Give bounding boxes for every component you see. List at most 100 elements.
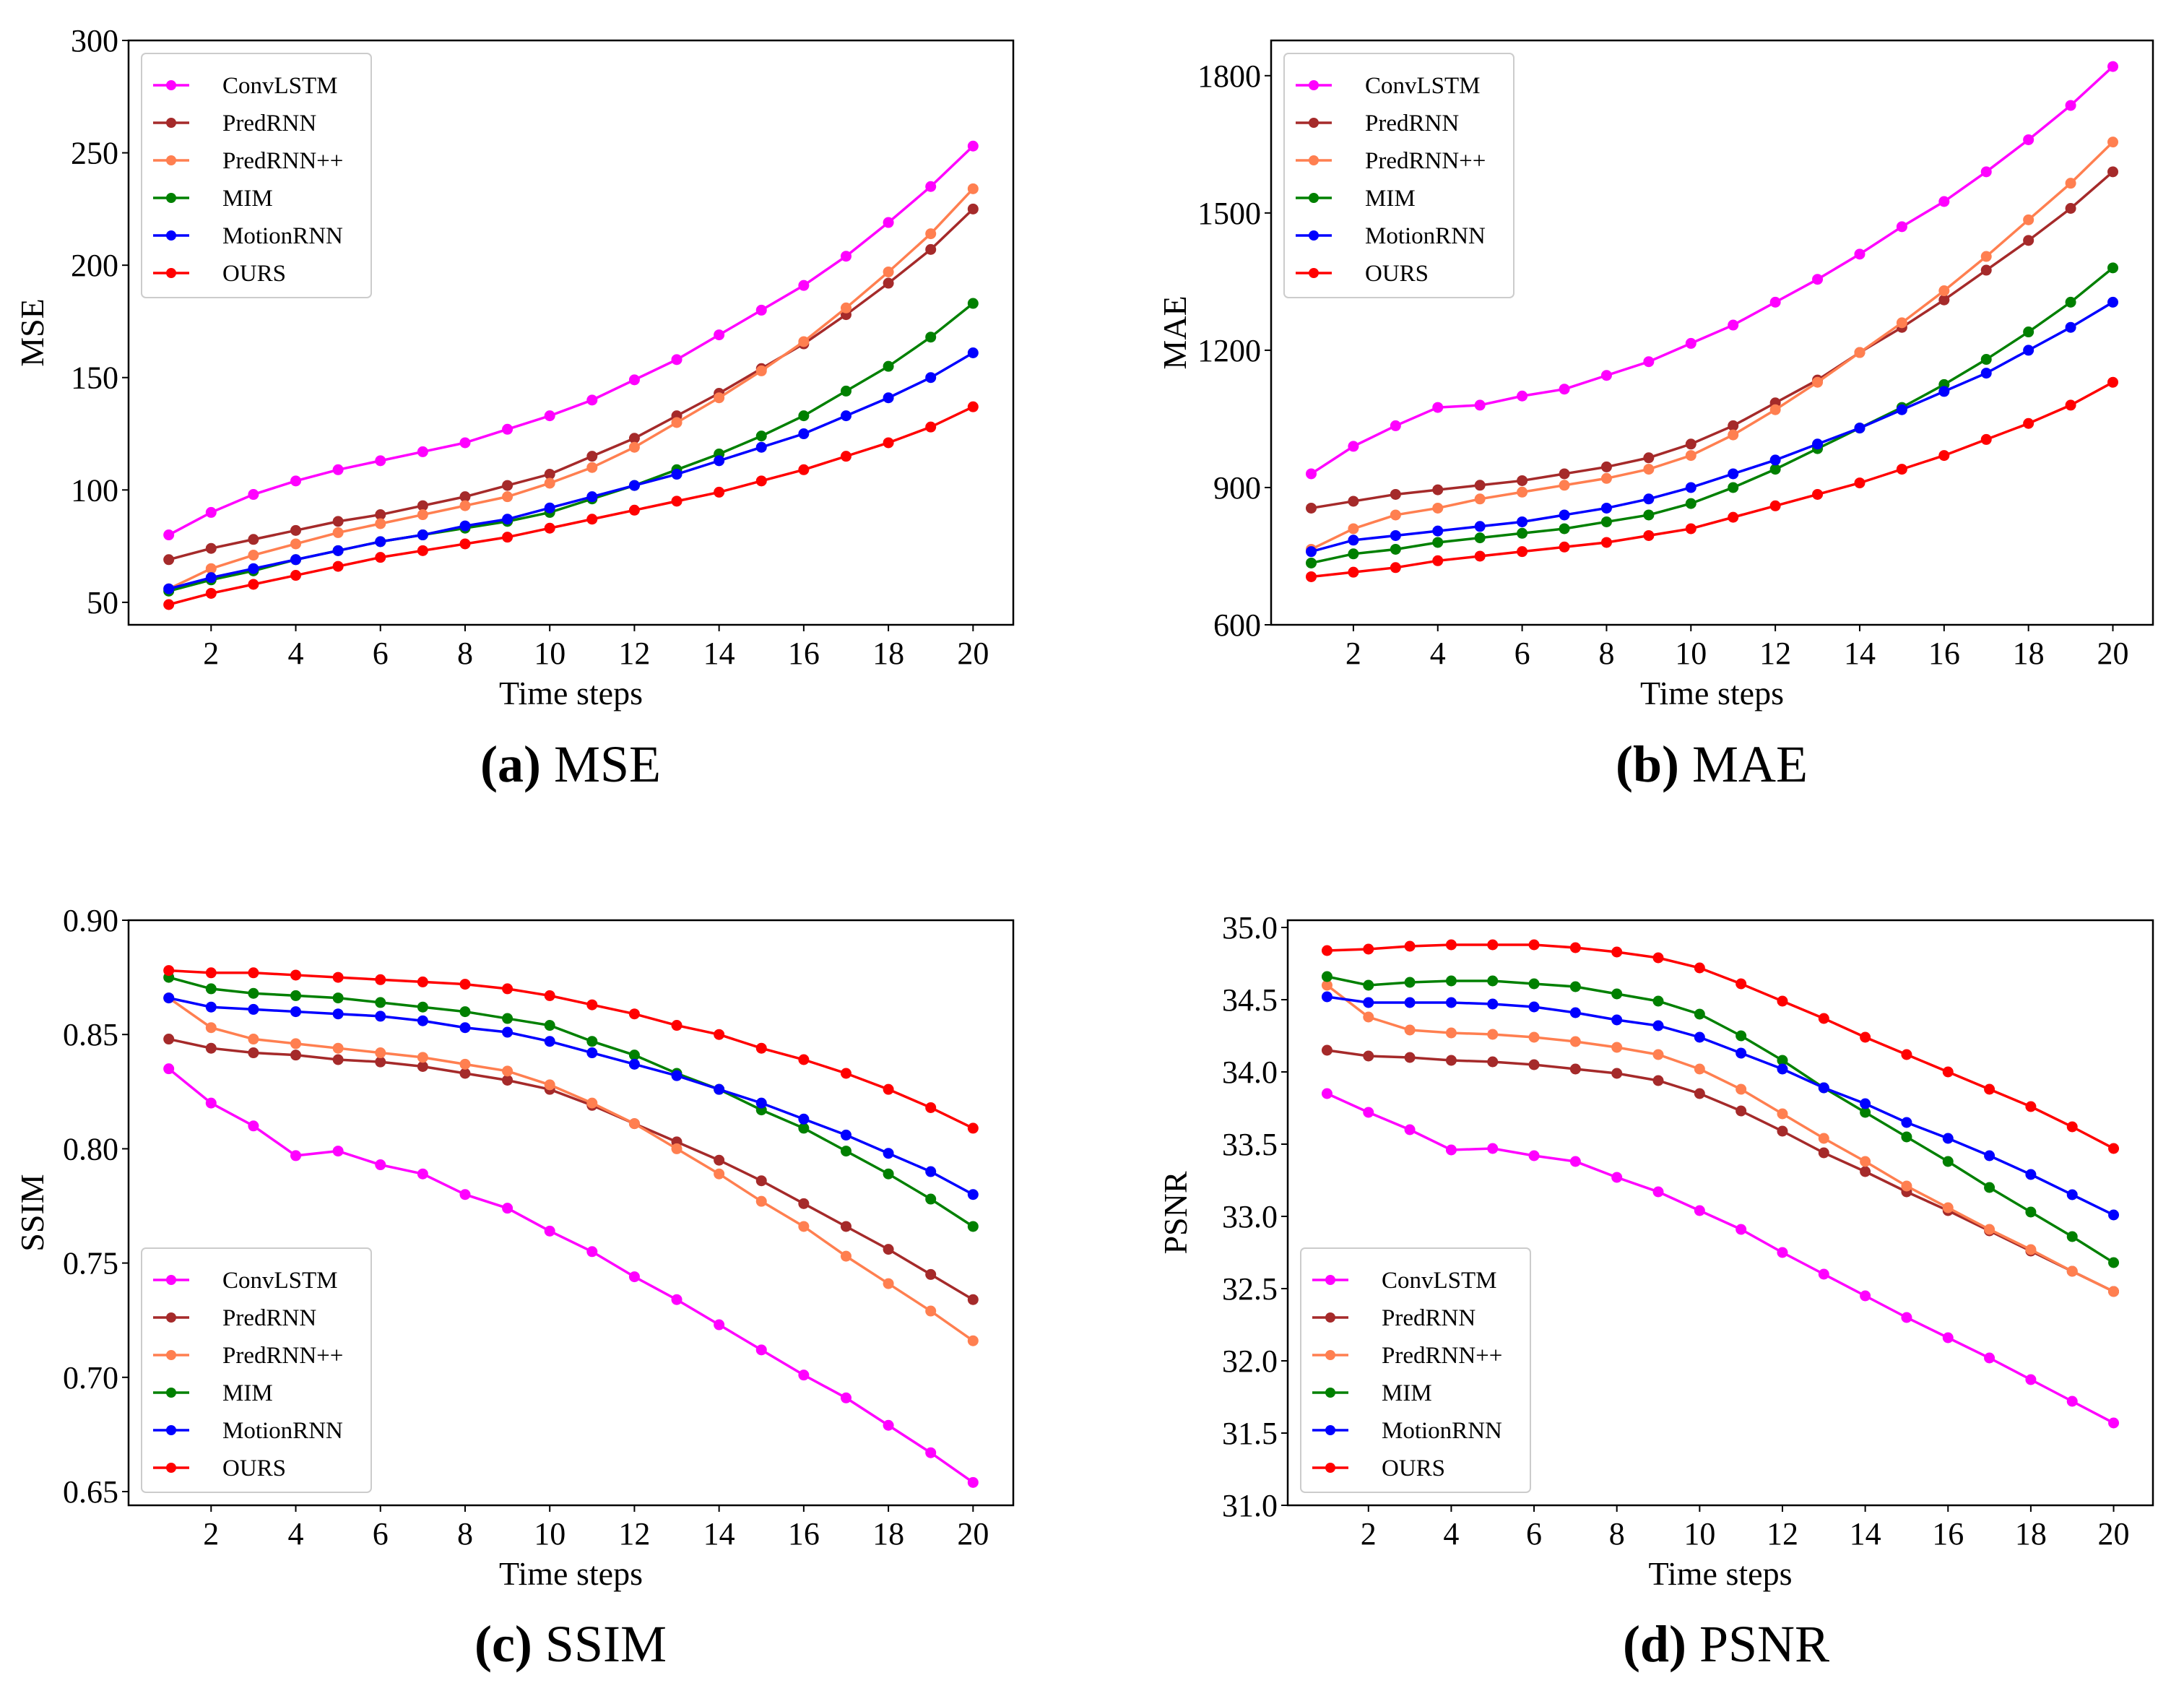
data-point	[883, 1168, 894, 1180]
data-point	[2108, 1209, 2120, 1221]
caption-space	[1686, 1615, 1699, 1673]
legend: ConvLSTM PredRNN PredRNN++ MIM MotionRNN OURS	[141, 53, 372, 298]
data-point	[1600, 472, 1612, 484]
data-point	[163, 1034, 175, 1045]
x-tick-label: 18	[2015, 1516, 2047, 1552]
data-point	[1559, 523, 1570, 535]
data-point	[628, 1058, 640, 1070]
data-point	[2065, 203, 2076, 215]
data-point	[544, 522, 555, 534]
data-point	[332, 1042, 344, 1054]
data-point	[1901, 1180, 1912, 1192]
data-point	[1652, 1186, 1664, 1198]
data-point	[2065, 100, 2076, 111]
chart-mae: 2 4 6 8 10 12 14 16 18 20 600 900 1200 1500 1800 Time s…	[1156, 39, 2154, 793]
data-point	[375, 1056, 386, 1068]
data-point	[417, 1061, 428, 1072]
data-point	[544, 1225, 555, 1237]
data-point	[586, 1246, 598, 1258]
data-point	[375, 997, 386, 1008]
x-tick-label: 6	[373, 1516, 389, 1552]
data-point	[163, 529, 175, 541]
x-tick-label: 16	[788, 636, 820, 671]
data-point	[2107, 376, 2118, 388]
data-point	[205, 572, 217, 584]
series-motionrnn	[163, 347, 979, 594]
data-point	[2025, 1244, 2037, 1255]
data-point	[671, 1294, 682, 1305]
data-point	[544, 1036, 555, 1047]
data-point	[1694, 1008, 1705, 1020]
data-point	[1474, 550, 1486, 562]
legend-marker	[166, 1463, 176, 1473]
data-point	[1363, 979, 1374, 991]
series-line	[168, 302, 974, 593]
data-point	[1980, 368, 1992, 379]
data-point	[2023, 214, 2034, 225]
data-point	[755, 1195, 767, 1207]
series-line	[1311, 170, 2114, 510]
y-tick-label: 34.5	[1222, 982, 1278, 1018]
data-point	[1404, 1052, 1416, 1063]
data-point	[375, 518, 386, 529]
data-point	[1685, 498, 1696, 509]
data-point	[459, 538, 471, 550]
data-point	[2108, 1286, 2120, 1297]
legend-marker	[166, 193, 176, 203]
data-point	[1517, 516, 1528, 527]
data-point	[1611, 1014, 1623, 1026]
data-point	[2065, 296, 2076, 308]
caption-text: SSIM	[545, 1615, 667, 1673]
y-tick-label: 31.5	[1222, 1416, 1278, 1451]
data-point	[967, 203, 979, 215]
data-point	[1769, 500, 1781, 511]
plot-frame	[127, 919, 1015, 1507]
data-point	[205, 983, 217, 995]
data-point	[1728, 482, 1739, 493]
legend-label: PredRNN	[222, 1305, 316, 1331]
data-point	[459, 500, 471, 511]
data-point	[1769, 296, 1781, 308]
x-tick-label: 6	[1526, 1516, 1542, 1552]
data-point	[459, 1006, 471, 1018]
data-point	[417, 1052, 428, 1063]
data-point	[628, 1271, 640, 1283]
data-point	[1685, 438, 1696, 450]
data-point	[1818, 1013, 1829, 1024]
data-point	[1980, 251, 1992, 262]
data-point	[925, 1102, 937, 1113]
data-point	[1777, 1108, 1788, 1120]
data-point	[290, 1150, 302, 1161]
legend-label: OURS	[1365, 261, 1429, 287]
data-point	[967, 183, 979, 194]
data-point	[163, 992, 175, 1004]
data-point	[1528, 1001, 1540, 1013]
legend-label: PredRNN	[1382, 1305, 1476, 1331]
series-ours	[163, 401, 979, 610]
data-point	[586, 999, 598, 1011]
x-tick-label: 18	[872, 636, 904, 671]
data-point	[1517, 390, 1528, 402]
data-point	[1528, 978, 1540, 990]
data-point	[1432, 402, 1444, 413]
data-point	[1474, 399, 1486, 411]
data-point	[798, 410, 810, 422]
y-tick-label: 35.0	[1222, 910, 1278, 946]
data-point	[1445, 1055, 1457, 1066]
data-point	[798, 1113, 810, 1125]
data-point	[290, 969, 302, 981]
y-tick-label: 34.0	[1222, 1055, 1278, 1090]
data-point	[1404, 1124, 1416, 1135]
data-point	[248, 987, 259, 999]
data-point	[1528, 1150, 1540, 1161]
data-point	[375, 1011, 386, 1022]
series-line	[1310, 65, 2114, 475]
data-point	[1306, 546, 1317, 558]
legend-label: MotionRNN	[1382, 1418, 1502, 1444]
data-point	[840, 1129, 852, 1141]
data-point	[502, 1074, 514, 1086]
data-point	[1685, 482, 1696, 493]
data-point	[1474, 532, 1486, 544]
legend: ConvLSTM PredRNN PredRNN++ MIM MotionRNN OURS	[141, 1247, 372, 1493]
data-point	[417, 529, 428, 541]
